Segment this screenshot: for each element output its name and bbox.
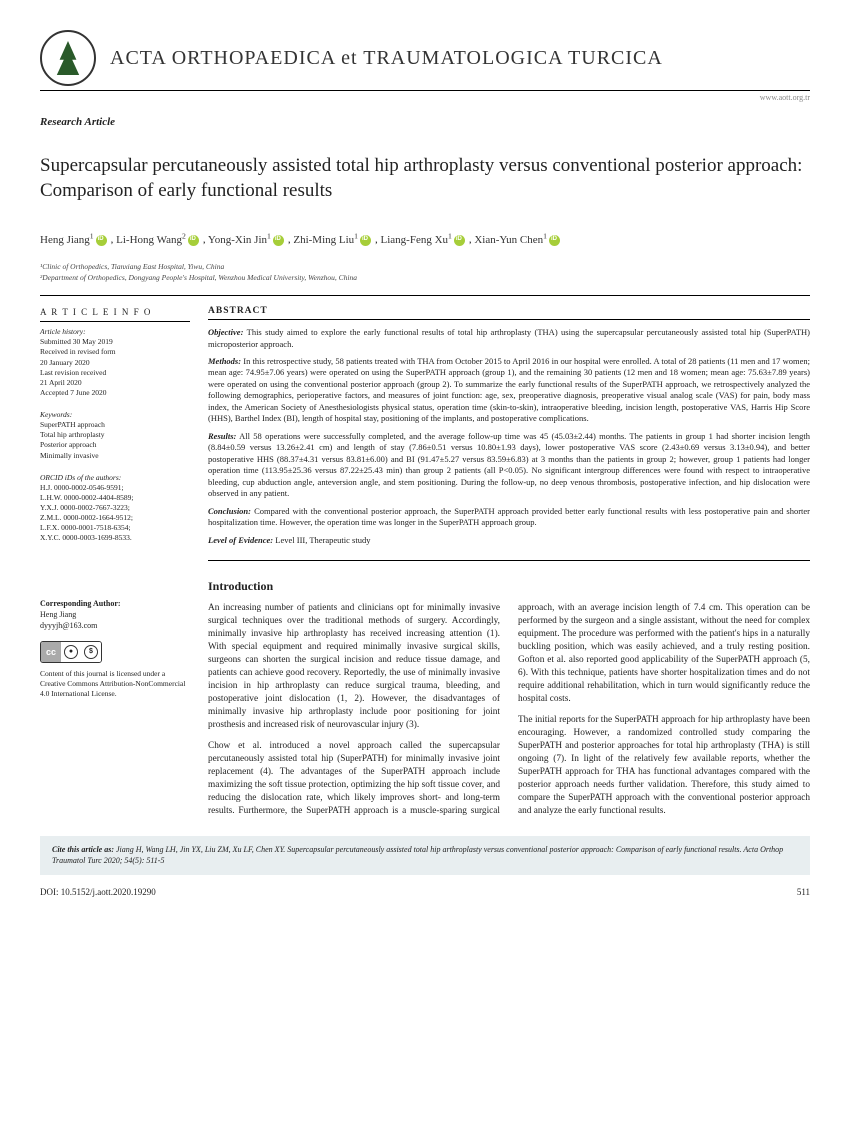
- loe-label: Level of Evidence:: [208, 535, 273, 545]
- author-list: Heng Jiang1, Li-Hong Wang2, Yong-Xin Jin…: [40, 231, 810, 246]
- article-info-heading: A R T I C L E I N F O: [40, 306, 190, 322]
- intro-p3: The initial reports for the SuperPATH ap…: [518, 714, 810, 818]
- orcid-line: Y.X.J. 0000-0002-7667-3223;: [40, 503, 190, 513]
- corresponding-email[interactable]: dyyyjh@163.com: [40, 620, 190, 631]
- history-line: Submitted 30 May 2019: [40, 337, 190, 347]
- keyword: Minimally invasive: [40, 451, 190, 461]
- orcid-icon[interactable]: [360, 235, 371, 246]
- orcid-icon[interactable]: [549, 235, 560, 246]
- author: Liang-Feng Xu1: [381, 234, 452, 246]
- cite-box: Cite this article as: Jiang H, Wang LH, …: [40, 836, 810, 874]
- page-number: 511: [797, 887, 810, 897]
- keyword: Posterior approach: [40, 440, 190, 450]
- history-line: 20 January 2020: [40, 358, 190, 368]
- license-text: Content of this journal is licensed unde…: [40, 669, 190, 698]
- keyword: Total hip arthroplasty: [40, 430, 190, 440]
- journal-logo: [40, 30, 96, 86]
- methods-text: In this retrospective study, 58 patients…: [208, 356, 810, 423]
- objective-label: Objective:: [208, 327, 243, 337]
- orcid-line: Z.M.L. 0000-0002-1664-9512;: [40, 513, 190, 523]
- intro-body: An increasing number of patients and cli…: [208, 602, 810, 822]
- cc-nc-icon: $: [81, 642, 101, 662]
- history-line: Accepted 7 June 2020: [40, 388, 190, 398]
- history-label: Article history:: [40, 327, 190, 337]
- loe-text: Level III, Therapeutic study: [275, 535, 370, 545]
- history-line: Received in revised form: [40, 347, 190, 357]
- journal-url[interactable]: www.aott.org.tr: [40, 93, 810, 102]
- orcid-block: ORCID iDs of the authors: H.J. 0000-0002…: [40, 473, 190, 544]
- affiliation: ²Department of Orthopedics, Dongyang Peo…: [40, 273, 810, 284]
- orcid-icon[interactable]: [188, 235, 199, 246]
- orcid-icon[interactable]: [454, 235, 465, 246]
- results-label: Results:: [208, 431, 236, 441]
- keywords-label: Keywords:: [40, 410, 190, 420]
- author: Zhi-Ming Liu1: [293, 234, 358, 246]
- affiliation: ¹Clinic of Orthopedics, Tianxiang East H…: [40, 262, 810, 273]
- methods-label: Methods:: [208, 356, 241, 366]
- author: Li-Hong Wang2: [116, 234, 186, 246]
- conclusion-text: Compared with the conventional posterior…: [208, 506, 810, 527]
- page-footer: DOI: 10.5152/j.aott.2020.19290 511: [40, 887, 810, 897]
- article-type: Research Article: [40, 116, 810, 128]
- journal-header: ACTA ORTHOPAEDICA et TRAUMATOLOGICA TURC…: [40, 30, 810, 91]
- abstract-heading: ABSTRACT: [208, 306, 810, 320]
- results-text: All 58 operations were successfully comp…: [208, 431, 810, 498]
- orcid-line: L.H.W. 0000-0002-4404-8589;: [40, 493, 190, 503]
- main-grid: A R T I C L E I N F O Article history: S…: [40, 306, 810, 822]
- orcid-label: ORCID iDs of the authors:: [40, 473, 190, 483]
- cc-by-icon: ●: [61, 642, 81, 662]
- history-line: 21 April 2020: [40, 378, 190, 388]
- author: Xian-Yun Chen1: [474, 234, 547, 246]
- cc-icon: cc: [41, 642, 61, 662]
- corresponding-author: Corresponding Author: Heng Jiang dyyyjh@…: [40, 598, 190, 699]
- corresponding-label: Corresponding Author:: [40, 598, 190, 609]
- left-column: A R T I C L E I N F O Article history: S…: [40, 306, 190, 822]
- affiliations: ¹Clinic of Orthopedics, Tianxiang East H…: [40, 262, 810, 296]
- cc-license-badge: cc ● $: [40, 641, 102, 663]
- keyword: SuperPATH approach: [40, 420, 190, 430]
- doi: DOI: 10.5152/j.aott.2020.19290: [40, 887, 156, 897]
- right-column: ABSTRACT Objective: This study aimed to …: [208, 306, 810, 822]
- conclusion-label: Conclusion:: [208, 506, 251, 516]
- logo-tree-icon: [54, 41, 82, 75]
- keywords-block: Keywords: SuperPATH approachTotal hip ar…: [40, 410, 190, 461]
- objective-text: This study aimed to explore the early fu…: [208, 327, 810, 348]
- abstract-body: Objective: This study aimed to explore t…: [208, 327, 810, 561]
- article-title: Supercapsular percutaneously assisted to…: [40, 154, 810, 203]
- journal-name: ACTA ORTHOPAEDICA et TRAUMATOLOGICA TURC…: [110, 47, 663, 70]
- author: Heng Jiang1: [40, 234, 94, 246]
- cite-text: Jiang H, Wang LH, Jin YX, Liu ZM, Xu LF,…: [52, 845, 783, 865]
- history-line: Last revision received: [40, 368, 190, 378]
- page: ACTA ORTHOPAEDICA et TRAUMATOLOGICA TURC…: [0, 0, 850, 1133]
- corresponding-name: Heng Jiang: [40, 609, 190, 620]
- intro-heading: Introduction: [208, 579, 810, 594]
- article-history: Article history: Submitted 30 May 2019Re…: [40, 327, 190, 398]
- orcid-icon[interactable]: [96, 235, 107, 246]
- orcid-line: L.F.X. 0000-0001-7518-6354;: [40, 523, 190, 533]
- orcid-line: H.J. 0000-0002-0546-9591;: [40, 483, 190, 493]
- orcid-icon[interactable]: [273, 235, 284, 246]
- intro-p1: An increasing number of patients and cli…: [208, 602, 500, 732]
- author: Yong-Xin Jin1: [208, 234, 271, 246]
- cite-label: Cite this article as:: [52, 845, 114, 854]
- orcid-line: X.Y.C. 0000-0003-1699-8533.: [40, 533, 190, 543]
